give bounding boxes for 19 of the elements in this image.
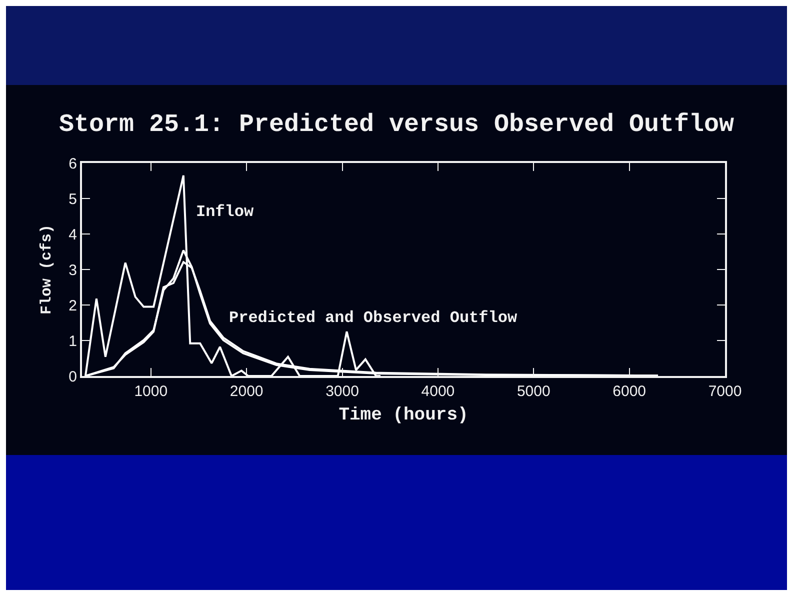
y-tick-label: 6 (68, 155, 77, 172)
x-tick-label: 1000 (134, 383, 168, 400)
x-axis-title: Time (hours) (338, 406, 468, 426)
y-tick-label: 1 (68, 332, 77, 350)
y-axis-title: Flow (cfs) (38, 224, 56, 315)
y-tick-label: 2 (68, 297, 77, 314)
annotation: Predicted and Observed Outflow (229, 309, 518, 327)
chart-title: Storm 25.1: Predicted versus Observed Outflow (58, 110, 734, 139)
y-tick-label: 0 (68, 368, 77, 386)
y-tick-label: 5 (68, 190, 77, 208)
y-tick-label: 3 (68, 262, 77, 279)
x-tick-label: 3000 (326, 383, 359, 400)
x-tick-label: 5000 (516, 383, 550, 400)
x-tick-label: 2000 (230, 383, 264, 400)
annotation: Inflow (196, 203, 254, 221)
x-tick-label: 4000 (421, 383, 455, 400)
x-tick-label: 7000 (708, 383, 742, 400)
y-tick-label: 4 (68, 226, 77, 244)
x-tick-label: 6000 (612, 383, 646, 400)
